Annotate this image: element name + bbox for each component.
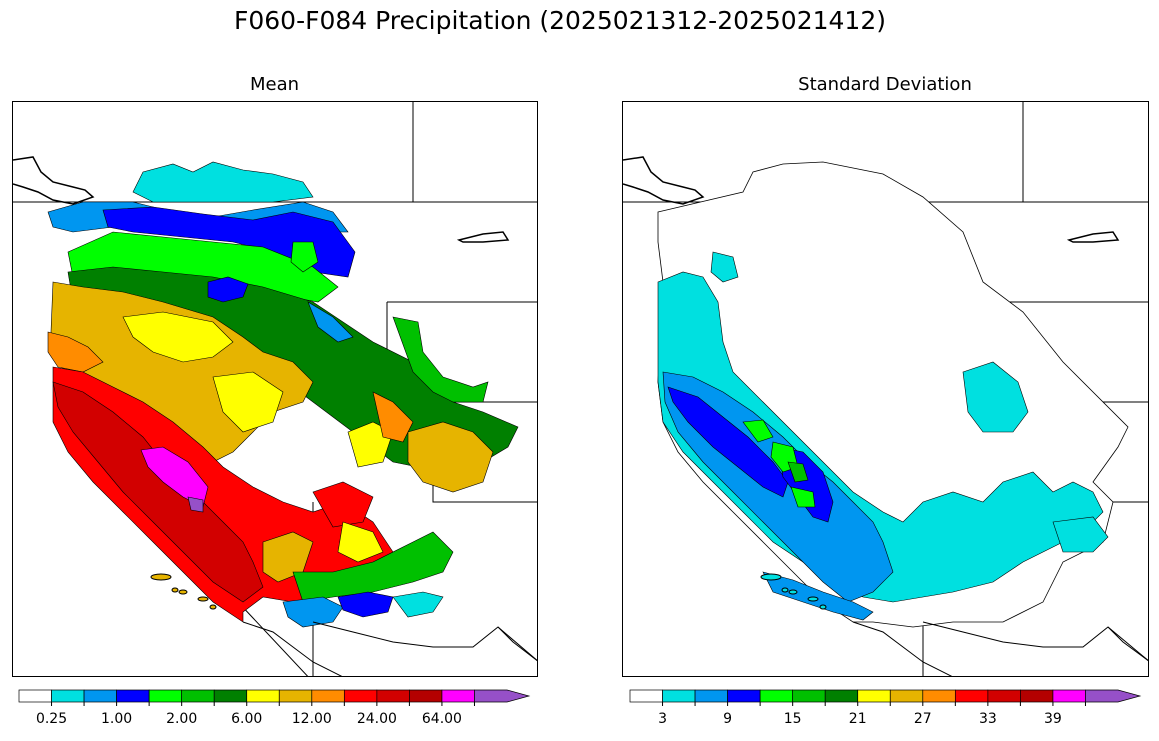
mean-colorbar-swatch — [148, 689, 183, 703]
mean-colorbar-tick: 2.00 — [166, 711, 198, 727]
mean-colorbar-tick: 1.00 — [101, 711, 133, 727]
mean-colorbar-swatch — [181, 689, 215, 703]
mean-border-south — [242, 621, 537, 676]
stddev-colorbar-swatch — [889, 689, 924, 703]
mean-colorbar-swatch — [51, 689, 85, 703]
stddev-colorbar-tick: 15 — [783, 711, 802, 727]
stddev-map-canvas — [623, 102, 1148, 676]
stddev-colorbar-tick: 39 — [1044, 711, 1062, 727]
stddev-panel-title: Standard Deviation — [798, 74, 972, 95]
mean-colorbar-tick: 64.00 — [421, 711, 462, 727]
mean-panel-title: Mean — [249, 74, 300, 95]
stddev-colorbar-swatch — [922, 689, 956, 703]
mean-map — [12, 101, 538, 677]
stddev-colorbar-swatch — [857, 689, 891, 703]
stddev-border-south — [852, 621, 1148, 676]
mean-colorbar-swatch — [311, 689, 345, 703]
mean-map-canvas — [13, 102, 537, 676]
stddev-colorbar-tick: 3 — [658, 711, 667, 727]
stddev-colorbar-swatches — [629, 689, 1142, 706]
stddev-islands — [760, 573, 827, 610]
mean-colorbar-swatches — [18, 689, 531, 706]
mean-colorbar-swatch — [409, 689, 443, 703]
stddev-colorbar-swatch — [1052, 689, 1086, 703]
mean-colorbar-tick: 6.00 — [231, 711, 263, 727]
stddev-colorbar-swatch — [629, 689, 663, 703]
mean-colorbar-tick: 12.00 — [291, 711, 332, 727]
mean-colorbar-tick: 24.00 — [356, 711, 397, 727]
stddev-colorbar-swatch — [727, 689, 761, 703]
stddev-colorbar-swatch — [954, 689, 989, 703]
stddev-colorbar-swatch — [694, 689, 728, 703]
mean-colorbar-tick: 0.25 — [35, 711, 68, 727]
stddev-colorbar-swatch — [1020, 689, 1054, 703]
mean-coastline — [13, 156, 510, 243]
mean-colorbar-swatch — [83, 689, 117, 703]
stddev-colorbar-tick: 21 — [848, 711, 867, 727]
mean-colorbar-swatch — [474, 689, 531, 703]
mean-colorbar-swatch — [441, 689, 475, 703]
stddev-colorbar-swatch — [792, 689, 826, 703]
mean-colorbar-swatch — [18, 689, 52, 703]
stddev-colorbar-tick: 9 — [723, 711, 733, 727]
mean-islands — [150, 573, 217, 610]
mean-colorbar-swatch — [278, 689, 313, 703]
figure-title: F060-F084 Precipitation (2025021312-2025… — [233, 6, 886, 35]
stddev-colorbar-swatch — [1085, 689, 1142, 703]
stddev-colorbar-swatch — [759, 689, 794, 703]
stddev-regions — [657, 251, 1109, 621]
stddev-colorbar-swatch — [662, 689, 696, 703]
mean-colorbar-swatch — [376, 689, 410, 703]
stddev-colorbar-swatch — [824, 689, 859, 703]
mean-colorbar-swatch — [116, 689, 150, 703]
stddev-map — [622, 101, 1149, 677]
mean-colorbar-swatch — [343, 689, 378, 703]
stddev-colorbar-swatch — [987, 689, 1021, 703]
stddev-colorbar-tick: 33 — [978, 711, 997, 727]
mean-colorbar-swatch — [213, 689, 248, 703]
stddev-coastline — [623, 156, 1120, 243]
mean-regions — [47, 161, 519, 628]
stddev-colorbar-tick: 27 — [913, 711, 932, 727]
mean-colorbar-swatch — [246, 689, 280, 703]
